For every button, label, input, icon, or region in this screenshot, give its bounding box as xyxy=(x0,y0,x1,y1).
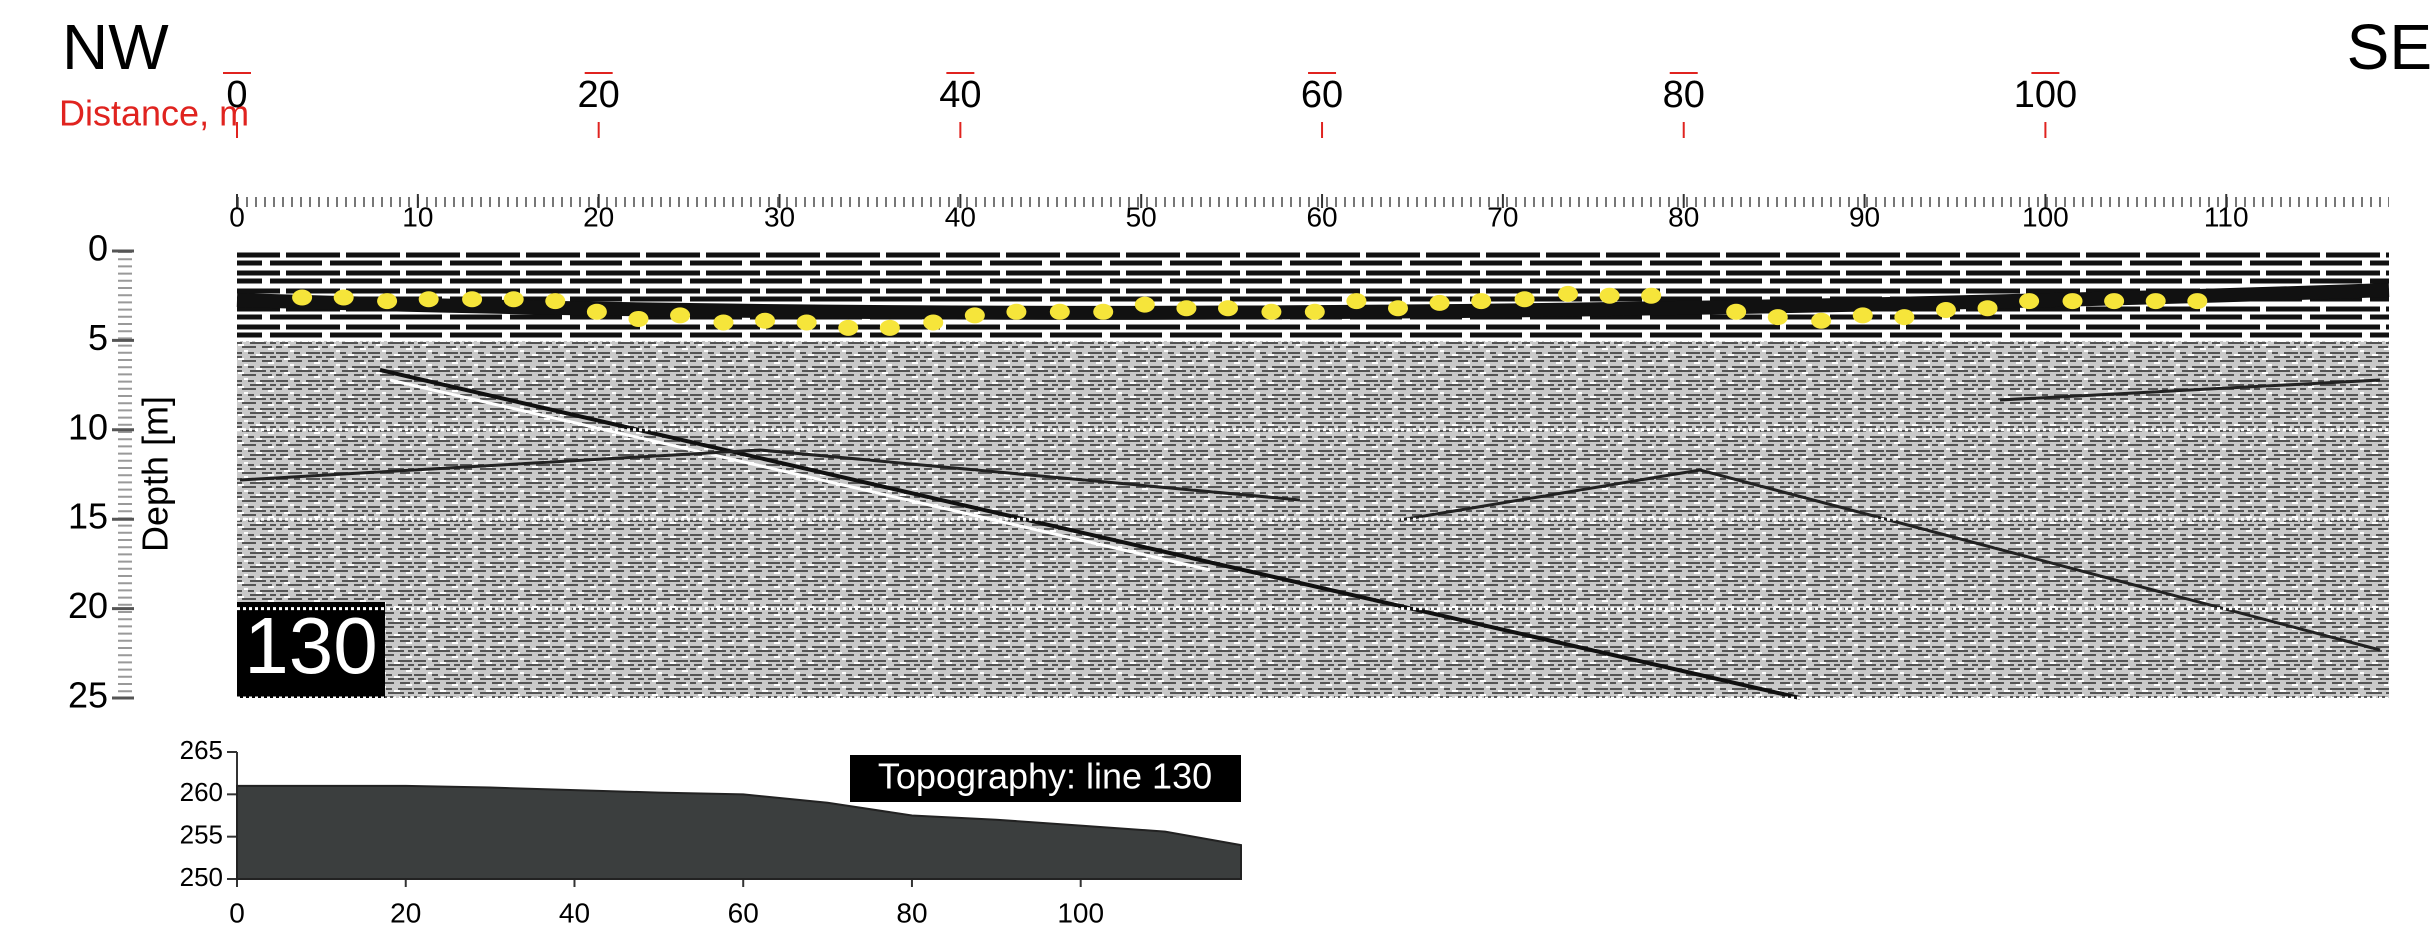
point xyxy=(1049,303,1070,320)
diffraction-line xyxy=(389,378,1211,572)
point xyxy=(2019,293,2040,310)
x-tick-label: 100 xyxy=(1057,897,1104,928)
x-tick-label: 50 xyxy=(1126,201,1157,232)
x-tick-label: 30 xyxy=(764,201,795,232)
x-tick-label: 80 xyxy=(1668,201,1699,232)
y-tick-label: 15 xyxy=(68,496,108,537)
x2-tick-label: 0 xyxy=(226,74,247,116)
distance-label: Distance, m xyxy=(59,93,249,134)
x-tick-label: 60 xyxy=(728,897,759,928)
y-tick-label: 20 xyxy=(68,585,108,626)
area xyxy=(236,784,1242,880)
point xyxy=(333,289,354,306)
diffraction-line xyxy=(1999,378,2381,402)
point xyxy=(1093,303,1114,320)
point xyxy=(1304,303,1325,320)
point xyxy=(1599,287,1620,304)
badge: 130 xyxy=(244,601,377,690)
point xyxy=(964,307,985,324)
diffraction-line xyxy=(239,448,1301,502)
point xyxy=(1977,300,1998,317)
x-tick-label: 60 xyxy=(1306,201,1337,232)
point xyxy=(418,291,439,308)
point xyxy=(1429,294,1450,311)
point xyxy=(2187,293,2208,310)
depth-label: Depth [m] xyxy=(135,396,176,552)
point xyxy=(1641,287,1662,304)
x-tick-label: 90 xyxy=(1849,201,1880,232)
point xyxy=(2062,293,2083,310)
y-tick-label: 10 xyxy=(68,406,108,447)
point xyxy=(1726,303,1747,320)
point xyxy=(1134,296,1155,313)
point xyxy=(1218,300,1239,317)
point xyxy=(503,291,524,308)
point xyxy=(1176,300,1197,317)
y-tick-label: 265 xyxy=(180,735,223,765)
x2-tick-label: 60 xyxy=(1301,74,1343,116)
topo-title: Topography: line 130 xyxy=(878,756,1212,797)
diffraction-line xyxy=(379,368,1801,700)
x-tick-label: 40 xyxy=(559,897,590,928)
point xyxy=(545,293,566,310)
point xyxy=(2145,293,2166,310)
point xyxy=(923,314,944,331)
x-tick-label: 40 xyxy=(945,201,976,232)
point xyxy=(1852,307,1873,324)
point xyxy=(2104,293,2125,310)
x2-tick-label: 20 xyxy=(578,74,620,116)
point xyxy=(713,314,734,331)
x-tick-label: 0 xyxy=(229,201,245,232)
diffraction-line xyxy=(1399,468,2381,652)
x-tick-label: 80 xyxy=(896,897,927,928)
point xyxy=(755,312,776,329)
point xyxy=(586,303,607,320)
right-label: SE xyxy=(2347,11,2432,83)
point xyxy=(838,319,859,336)
y-tick-label: 255 xyxy=(180,820,223,850)
point xyxy=(1894,309,1915,326)
y-tick-label: 0 xyxy=(88,228,108,269)
point xyxy=(1935,302,1956,319)
x-tick-label: 100 xyxy=(2022,201,2069,232)
point xyxy=(377,293,398,310)
x-tick-label: 20 xyxy=(390,897,421,928)
point xyxy=(1767,309,1788,326)
x-tick-label: 10 xyxy=(402,201,433,232)
x-tick-label: 0 xyxy=(229,897,245,928)
left-label: NW xyxy=(62,11,169,83)
x2-tick-label: 40 xyxy=(939,74,981,116)
point xyxy=(1811,312,1832,329)
point xyxy=(1471,293,1492,310)
x-tick-label: 110 xyxy=(2204,201,2249,232)
y-tick-label: 5 xyxy=(88,317,108,358)
x2-tick-label: 80 xyxy=(1663,74,1705,116)
point xyxy=(1514,291,1535,308)
point xyxy=(628,310,649,327)
x2-tick-label: 100 xyxy=(2014,74,2077,116)
point xyxy=(1346,293,1367,310)
x-tick-label: 70 xyxy=(1487,201,1518,232)
point xyxy=(462,291,483,308)
badge-box xyxy=(237,602,385,698)
point xyxy=(292,289,313,306)
y-tick-label: 25 xyxy=(68,675,108,716)
point xyxy=(1387,300,1408,317)
point xyxy=(796,314,817,331)
point xyxy=(1006,303,1027,320)
point xyxy=(1261,303,1282,320)
point xyxy=(879,319,900,336)
point xyxy=(1557,285,1578,302)
topo-title-box xyxy=(850,755,1241,802)
x-tick-label: 20 xyxy=(583,201,614,232)
point xyxy=(670,307,691,324)
y-tick-label: 260 xyxy=(180,777,223,807)
y-tick-label: 250 xyxy=(180,862,223,892)
